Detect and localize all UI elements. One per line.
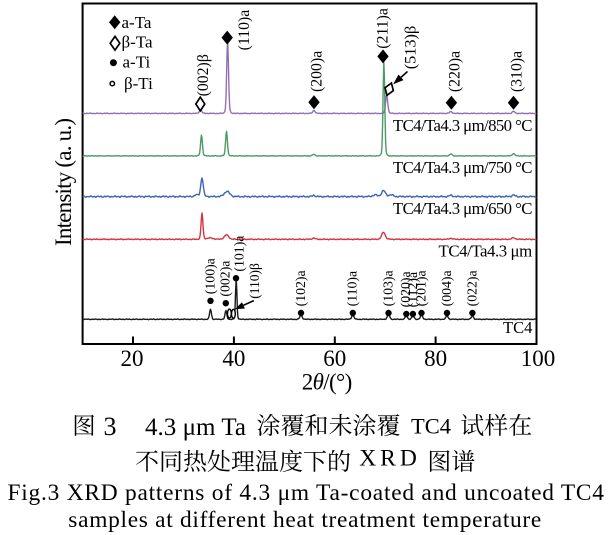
svg-text:(220)a: (220)a <box>446 51 463 92</box>
svg-text:XRD: XRD <box>359 445 417 471</box>
svg-text:(112)a: (112)a <box>405 272 421 308</box>
svg-text:20: 20 <box>121 346 144 371</box>
svg-text:(110)a: (110)a <box>236 10 253 51</box>
svg-text:Intensity (a. u.): Intensity (a. u.) <box>51 118 76 246</box>
svg-text:(102)a: (102)a <box>293 270 309 306</box>
svg-text:(101)a: (101)a <box>232 236 248 272</box>
svg-text:(110)a: (110)a <box>345 271 361 307</box>
svg-text:(201)a: (201)a <box>413 270 429 306</box>
svg-text:TC4/Ta4.3 μm/650 °C: TC4/Ta4.3 μm/650 °C <box>393 199 533 218</box>
svg-text:(200)a: (200)a <box>309 51 326 92</box>
svg-text:samples at different heat trea: samples at different heat treatment temp… <box>68 507 541 533</box>
svg-text:TC4/Ta4.3 μm/850 °C: TC4/Ta4.3 μm/850 °C <box>393 116 533 135</box>
svg-text:60: 60 <box>323 346 346 371</box>
svg-text:(211)a: (211)a <box>375 8 392 49</box>
svg-text:(110)β: (110)β <box>247 263 262 299</box>
svg-text:2θ/(°): 2θ/(°) <box>302 370 353 395</box>
svg-text:3: 3 <box>104 412 117 441</box>
svg-text:a-Ta: a-Ta <box>122 13 152 32</box>
svg-text:(020)a: (020)a <box>398 271 414 307</box>
svg-text:80: 80 <box>424 346 447 371</box>
svg-text:(004)a: (004)a <box>439 270 455 306</box>
svg-text:(103)a: (103)a <box>380 270 396 306</box>
svg-text:TC4/Ta4.3 μm/750 °C: TC4/Ta4.3 μm/750 °C <box>393 158 533 177</box>
svg-text:(002)β: (002)β <box>195 54 212 96</box>
svg-text:(100)a: (100)a <box>202 258 218 294</box>
svg-text:(002)a: (002)a <box>218 261 234 297</box>
svg-text:β-Ti: β-Ti <box>124 74 153 93</box>
svg-text:(022)a: (022)a <box>464 270 480 306</box>
svg-text:(310)a: (310)a <box>509 51 526 92</box>
svg-text:(513)β: (513)β <box>401 26 420 70</box>
svg-text:TC4/Ta4.3 μm: TC4/Ta4.3 μm <box>439 242 533 261</box>
svg-text:Fig.3 XRD patterns of 4.3 μm T: Fig.3 XRD patterns of 4.3 μm Ta-coated a… <box>8 480 605 506</box>
svg-text:β-Ta: β-Ta <box>122 33 154 52</box>
svg-text:40: 40 <box>222 346 245 371</box>
svg-text:100: 100 <box>521 346 556 371</box>
svg-text:TC4: TC4 <box>411 414 451 439</box>
svg-text:TC4: TC4 <box>503 318 532 337</box>
svg-text:4.3 μm Ta: 4.3 μm Ta <box>145 414 246 441</box>
svg-text:a-Ti: a-Ti <box>123 53 151 72</box>
